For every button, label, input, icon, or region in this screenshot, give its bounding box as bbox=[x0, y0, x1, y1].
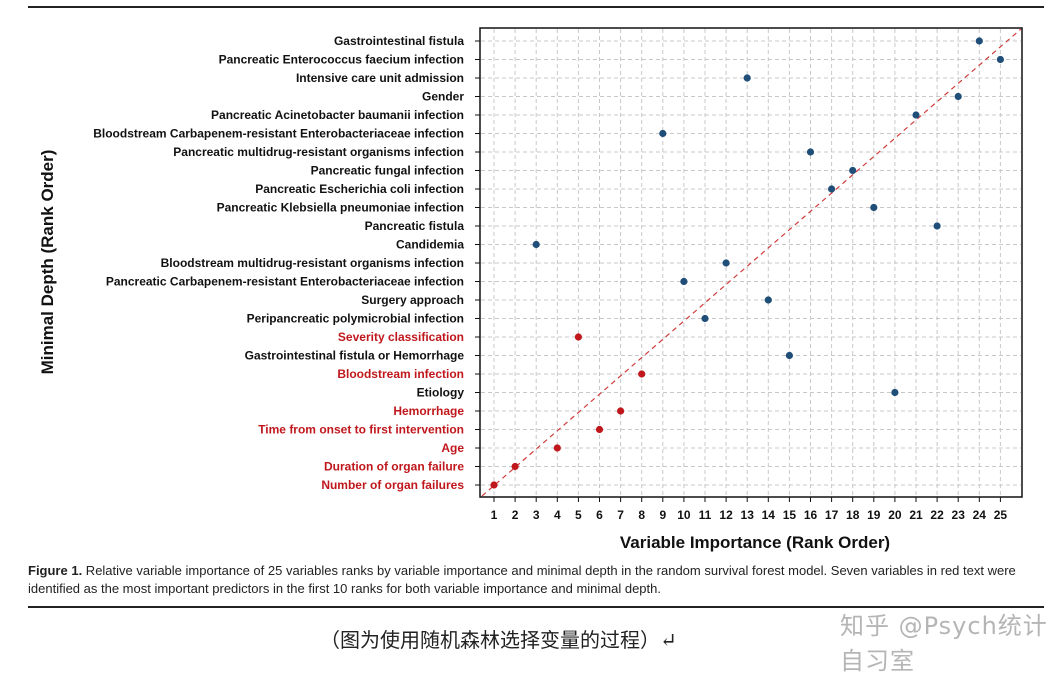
y-tick-label: Surgery approach bbox=[361, 293, 464, 307]
data-point bbox=[849, 166, 857, 175]
y-tick-label: Duration of organ failure bbox=[324, 460, 464, 474]
y-tick-label: Pancreatic Acinetobacter baumanii infect… bbox=[211, 108, 464, 122]
plot-frame bbox=[479, 27, 1023, 498]
y-tick-label: Pancreatic Carbapenem-resistant Enteroba… bbox=[106, 275, 464, 289]
x-tick-label: 11 bbox=[699, 508, 712, 522]
x-tick-label: 21 bbox=[909, 508, 923, 522]
data-point bbox=[933, 222, 941, 230]
x-tick-label: 1 bbox=[491, 508, 498, 522]
y-tick-label: Intensive care unit admission bbox=[296, 71, 464, 85]
x-tick-label: 14 bbox=[762, 508, 776, 522]
data-point bbox=[870, 203, 878, 212]
data-point bbox=[722, 259, 730, 267]
x-tick-label: 9 bbox=[659, 508, 666, 522]
x-tick-label: 16 bbox=[804, 508, 818, 522]
y-tick-label: Pancreatic Klebsiella pneumoniae infecti… bbox=[217, 201, 464, 215]
x-tick-label: 18 bbox=[846, 508, 860, 522]
chinese-caption: （图为使用随机森林选择变量的过程）↵ bbox=[320, 628, 677, 652]
x-tick-label: 15 bbox=[783, 508, 797, 522]
y-tick-label: Severity classification bbox=[338, 330, 464, 344]
x-tick-label: 7 bbox=[617, 508, 624, 522]
caption-lead: Figure 1. bbox=[28, 563, 83, 578]
y-tick-label: Bloodstream infection bbox=[337, 367, 464, 381]
x-axis-title: Variable Importance (Rank Order) bbox=[620, 533, 890, 552]
data-point bbox=[891, 388, 899, 397]
data-point bbox=[553, 444, 561, 452]
x-tick-label: 6 bbox=[596, 508, 603, 522]
y-tick-labels: Gastrointestinal fistula Pancreatic Enter… bbox=[93, 34, 464, 492]
y-tick-label: Pancreatic Escherichia coli infection bbox=[255, 182, 464, 196]
y-axis-title: Minimal Depth (Rank Order) bbox=[38, 150, 57, 375]
x-tick-label: 12 bbox=[719, 508, 733, 522]
data-point bbox=[511, 462, 519, 471]
data-point bbox=[574, 333, 583, 341]
y-tick-label: Peripancreatic polymicrobial infection bbox=[247, 312, 464, 326]
data-point bbox=[680, 277, 688, 286]
y-tick-label: Candidemia bbox=[396, 238, 464, 252]
data-point bbox=[912, 111, 920, 119]
data-point bbox=[764, 296, 772, 304]
y-tick-label: Pancreatic Enterococcus faecium infectio… bbox=[219, 53, 464, 67]
x-tick-label: 8 bbox=[638, 508, 645, 522]
y-tick-label: Number of organ failures bbox=[321, 478, 464, 492]
x-tick-label: 4 bbox=[554, 508, 561, 522]
data-point bbox=[638, 370, 646, 378]
y-tick-label: Bloodstream Carbapenem-resistant Enterob… bbox=[93, 127, 464, 141]
x-tick-label: 20 bbox=[888, 508, 902, 522]
caption-text: Relative variable importance of 25 varia… bbox=[28, 563, 1016, 596]
y-tick-label: Time from onset to first intervention bbox=[258, 423, 464, 437]
x-tick-label: 13 bbox=[741, 508, 755, 522]
y-tick-label: Etiology bbox=[417, 386, 465, 400]
y-tick-label: Pancreatic fistula bbox=[365, 219, 465, 233]
y-tick-label: Age bbox=[441, 441, 464, 455]
y-tick-label: Pancreatic multidrug-resistant organisms… bbox=[173, 145, 464, 159]
y-tick-label: Gastrointestinal fistula or Hemorrhage bbox=[245, 349, 465, 363]
x-tick-labels: 1 2 3 4 5 6 7 8 9 10 11 12 13 14 15 16 17 18 19 20 21 22 23 24 2… bbox=[491, 508, 1008, 522]
y-tick-label: Pancreatic fungal infection bbox=[311, 164, 464, 178]
data-point bbox=[743, 74, 751, 82]
x-tick-label: 25 bbox=[994, 508, 1008, 522]
y-tick-label: Gastrointestinal fistula bbox=[334, 34, 464, 48]
data-point bbox=[954, 92, 962, 101]
y-tick-label: Hemorrhage bbox=[393, 404, 464, 418]
x-tick-label: 23 bbox=[952, 508, 966, 522]
diagonal-reference-line bbox=[481, 28, 1022, 497]
data-point bbox=[975, 37, 983, 45]
data-points bbox=[490, 37, 1005, 489]
data-point bbox=[532, 240, 540, 249]
data-point bbox=[595, 425, 604, 434]
data-point bbox=[996, 55, 1005, 64]
figure-caption: Figure 1. Relative variable importance o… bbox=[28, 562, 1046, 598]
grid-layer bbox=[475, 29, 1021, 502]
x-tick-label: 10 bbox=[677, 508, 691, 522]
data-point bbox=[828, 185, 836, 193]
data-point bbox=[617, 407, 625, 415]
scatter-chart: Gastrointestinal fistula Pancreatic Enter… bbox=[38, 27, 1023, 552]
y-tick-label: Gender bbox=[422, 90, 464, 104]
data-point bbox=[785, 351, 794, 360]
x-tick-label: 5 bbox=[575, 508, 582, 522]
x-tick-label: 17 bbox=[825, 508, 839, 522]
x-tick-label: 3 bbox=[533, 508, 540, 522]
x-tick-label: 22 bbox=[930, 508, 944, 522]
data-point bbox=[659, 129, 667, 138]
top-rule bbox=[28, 6, 1044, 8]
data-point bbox=[490, 481, 498, 489]
x-tick-label: 19 bbox=[867, 508, 881, 522]
data-point bbox=[701, 314, 709, 323]
x-tick-label: 2 bbox=[512, 508, 519, 522]
x-tick-label: 24 bbox=[973, 508, 987, 522]
y-tick-label: Bloodstream multidrug-resistant organism… bbox=[161, 256, 464, 270]
bottom-rule bbox=[28, 606, 1044, 608]
data-point bbox=[806, 148, 815, 156]
